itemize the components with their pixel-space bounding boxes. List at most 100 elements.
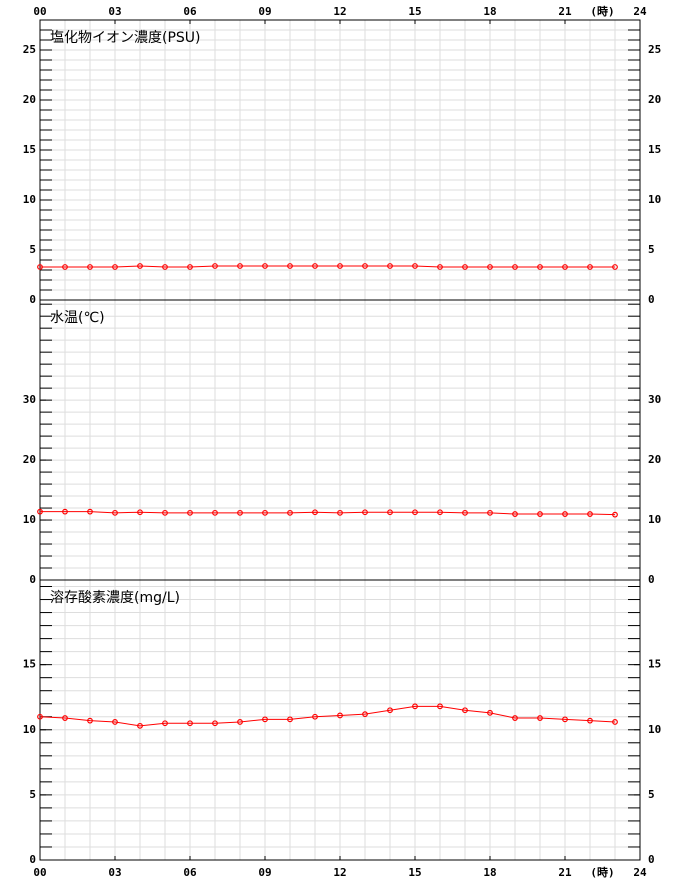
y-tick-label: 0 xyxy=(29,573,36,586)
y-tick-label-right: 20 xyxy=(648,93,661,106)
data-point xyxy=(362,711,368,718)
data-point xyxy=(62,264,68,270)
data-point xyxy=(462,264,468,270)
data-point xyxy=(37,508,43,515)
y-tick-label-right: 15 xyxy=(648,143,661,156)
data-point xyxy=(387,707,393,714)
y-tick-label-right: 10 xyxy=(648,723,661,736)
y-tick-label-right: 0 xyxy=(648,573,655,586)
data-point xyxy=(437,703,443,710)
data-point xyxy=(587,717,593,724)
data-point xyxy=(37,264,43,270)
data-point xyxy=(562,264,568,270)
data-point xyxy=(512,264,518,270)
data-point xyxy=(412,703,418,710)
data-point xyxy=(112,264,118,270)
data-point xyxy=(612,264,618,270)
data-point xyxy=(437,264,443,270)
y-tick-label: 25 xyxy=(23,43,36,56)
x-tick-label: 21 xyxy=(558,866,572,879)
data-point xyxy=(237,263,243,269)
data-point xyxy=(387,263,393,269)
data-point xyxy=(562,716,568,723)
y-tick-label: 10 xyxy=(23,193,36,206)
y-tick-label-right: 25 xyxy=(648,43,661,56)
data-point xyxy=(262,509,268,516)
data-point xyxy=(237,719,243,725)
data-point xyxy=(287,263,293,269)
data-point xyxy=(337,712,343,719)
data-point xyxy=(262,716,268,723)
data-point xyxy=(137,263,143,269)
data-point xyxy=(512,511,518,517)
y-tick-label: 15 xyxy=(23,658,36,671)
data-point xyxy=(62,715,68,721)
y-tick-label: 30 xyxy=(23,393,36,406)
x-tick-label: 18 xyxy=(483,866,496,879)
x-tick-label: 24 xyxy=(633,866,647,879)
y-tick-label-right: 20 xyxy=(648,453,661,466)
x-tick-label: 09 xyxy=(258,866,271,879)
data-point xyxy=(512,715,518,721)
data-point xyxy=(412,263,418,269)
y-tick-label-right: 10 xyxy=(648,193,661,206)
y-tick-label: 0 xyxy=(29,853,36,866)
x-tick-label: 03 xyxy=(108,866,121,879)
data-point xyxy=(112,509,118,516)
x-tick-label: 00 xyxy=(33,5,46,18)
x-tick-label: 12 xyxy=(333,866,346,879)
data-point xyxy=(212,720,218,727)
data-point xyxy=(537,264,543,270)
y-tick-label-right: 5 xyxy=(648,788,655,801)
x-tick-label: 12 xyxy=(333,5,346,18)
x-tick-label: 18 xyxy=(483,5,496,18)
data-point xyxy=(612,719,618,725)
data-point xyxy=(387,509,393,516)
data-point xyxy=(437,509,443,516)
y-tick-label: 10 xyxy=(23,513,36,526)
x-unit: (時) xyxy=(590,4,614,18)
x-tick-label: 06 xyxy=(183,5,197,18)
x-tick-label: 21 xyxy=(558,5,572,18)
data-point xyxy=(487,264,493,270)
y-tick-label: 20 xyxy=(23,93,36,106)
data-point xyxy=(212,263,218,269)
data-point xyxy=(87,717,93,724)
data-point xyxy=(262,263,268,269)
data-point xyxy=(37,713,43,720)
data-point xyxy=(162,509,168,516)
data-point xyxy=(87,508,93,515)
data-point xyxy=(312,509,318,516)
data-point xyxy=(312,263,318,269)
data-point xyxy=(312,713,318,720)
data-point xyxy=(462,707,468,714)
data-point xyxy=(587,511,593,517)
y-tick-label: 10 xyxy=(23,723,36,736)
y-tick-label-right: 5 xyxy=(648,243,655,256)
data-point xyxy=(487,709,493,716)
data-line xyxy=(40,265,615,268)
y-tick-label: 5 xyxy=(29,788,36,801)
x-tick-label: 06 xyxy=(183,866,197,879)
x-tick-label: 15 xyxy=(408,5,421,18)
data-point xyxy=(212,509,218,516)
data-point xyxy=(412,509,418,516)
data-point xyxy=(287,716,293,723)
data-point xyxy=(137,722,143,729)
data-point xyxy=(612,511,618,518)
panel-title: 水温(℃) xyxy=(50,310,105,326)
data-line xyxy=(40,511,616,516)
y-tick-label-right: 0 xyxy=(648,293,655,306)
data-point xyxy=(162,264,168,270)
x-tick-label: 03 xyxy=(108,5,121,18)
data-point xyxy=(112,719,118,725)
data-point xyxy=(362,263,368,269)
data-point xyxy=(362,509,368,516)
x-tick-label: 15 xyxy=(408,866,421,879)
x-tick-label: 24 xyxy=(633,5,647,18)
y-tick-label-right: 15 xyxy=(648,658,661,671)
y-tick-label: 0 xyxy=(29,293,36,306)
panel-title: 溶存酸素濃度(mg/L) xyxy=(50,590,180,606)
data-point xyxy=(537,511,543,517)
data-point xyxy=(187,264,193,270)
